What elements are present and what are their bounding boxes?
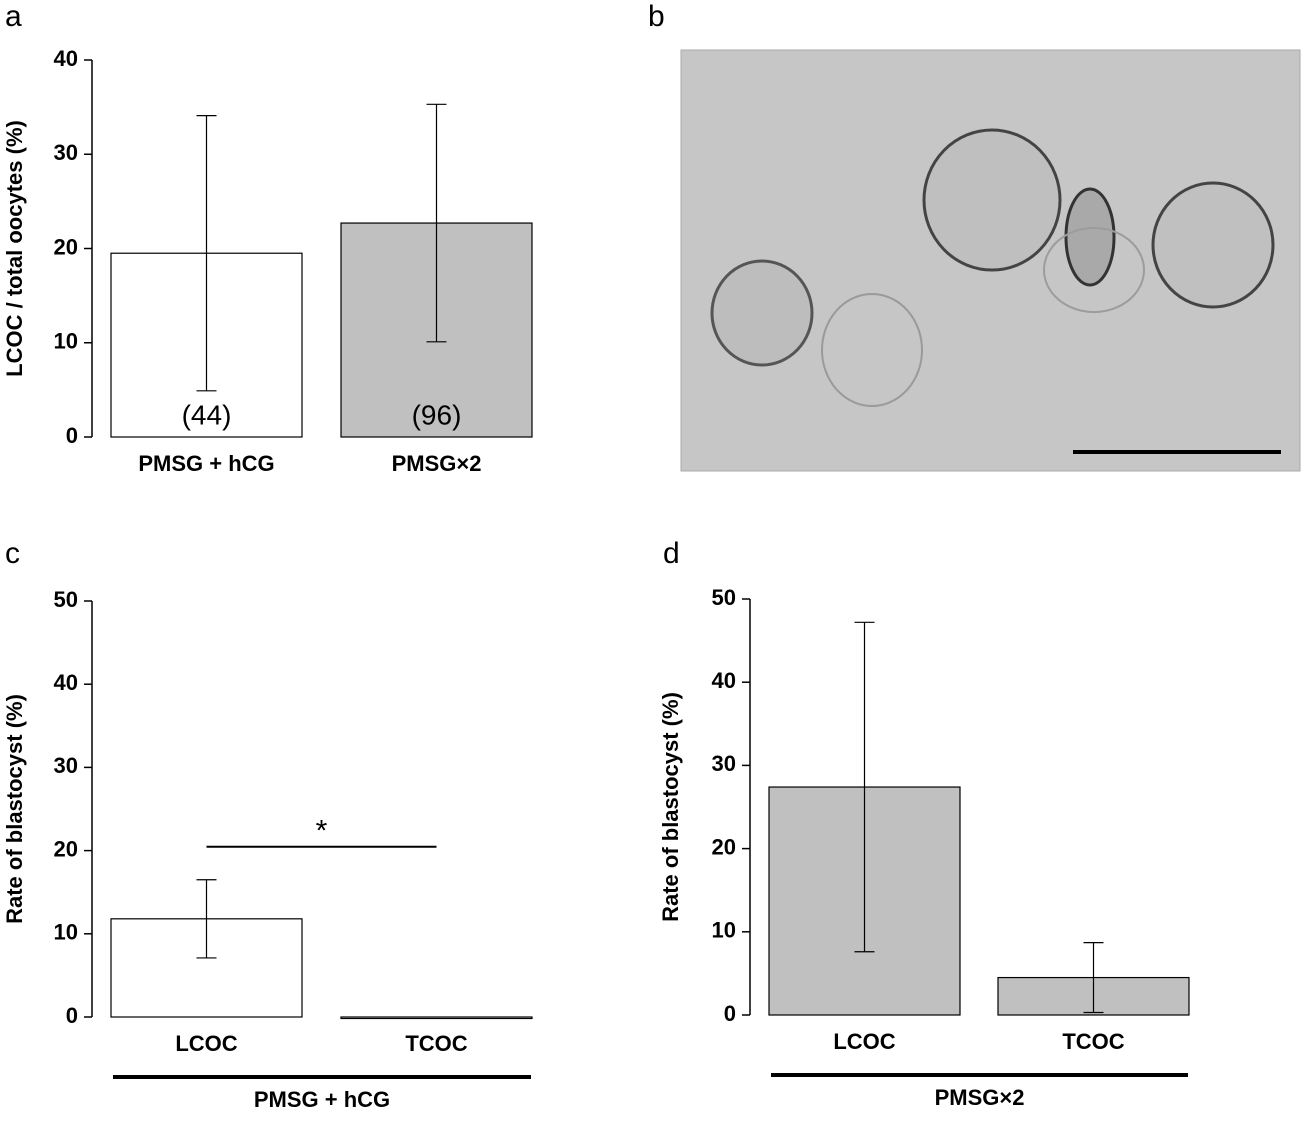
panel-label: b	[648, 0, 665, 33]
oocyte	[922, 128, 1062, 272]
y-tick-label: 0	[724, 1001, 736, 1026]
x-tick-label: TCOC	[1062, 1029, 1124, 1054]
y-tick-label: 10	[54, 329, 78, 354]
y-tick-label: 10	[54, 920, 78, 945]
y-axis-label: Rate of blastocyst (%)	[658, 692, 683, 922]
y-tick-label: 30	[54, 753, 78, 778]
x-tick-label: PMSG×2	[392, 451, 482, 476]
y-tick-label: 40	[54, 670, 78, 695]
embryo	[1064, 187, 1116, 287]
y-tick-label: 40	[712, 668, 736, 693]
y-tick-label: 40	[54, 46, 78, 71]
oocyte	[821, 293, 923, 407]
x-tick-label: PMSG + hCG	[138, 451, 274, 476]
group-label: PMSG×2	[935, 1085, 1025, 1110]
y-tick-label: 0	[66, 423, 78, 448]
micrograph	[680, 49, 1301, 472]
blastocyst	[1151, 181, 1275, 309]
y-axis-label: Rate of blastocyst (%)	[2, 694, 27, 924]
y-axis-label: LCOC / total oocytes (%)	[2, 120, 27, 377]
count-label: (44)	[182, 399, 232, 430]
zona	[1043, 227, 1145, 313]
panel-label: d	[663, 537, 680, 570]
y-tick-label: 20	[54, 836, 78, 861]
panel-label: c	[5, 537, 20, 570]
x-tick-label: TCOC	[405, 1031, 467, 1056]
y-tick-label: 30	[712, 751, 736, 776]
group-label: PMSG + hCG	[254, 1087, 390, 1112]
significance-mark: *	[316, 815, 328, 848]
y-tick-label: 20	[54, 234, 78, 259]
count-label: (96)	[412, 399, 462, 430]
y-tick-label: 30	[54, 140, 78, 165]
y-tick-label: 50	[54, 587, 78, 612]
oocyte	[710, 259, 814, 367]
x-tick-label: LCOC	[833, 1029, 895, 1054]
y-tick-label: 20	[712, 834, 736, 859]
panel-label: a	[5, 0, 22, 33]
y-tick-label: 10	[712, 918, 736, 943]
bar	[340, 1016, 533, 1020]
y-tick-label: 0	[66, 1003, 78, 1028]
y-tick-label: 50	[712, 585, 736, 610]
x-tick-label: LCOC	[175, 1031, 237, 1056]
